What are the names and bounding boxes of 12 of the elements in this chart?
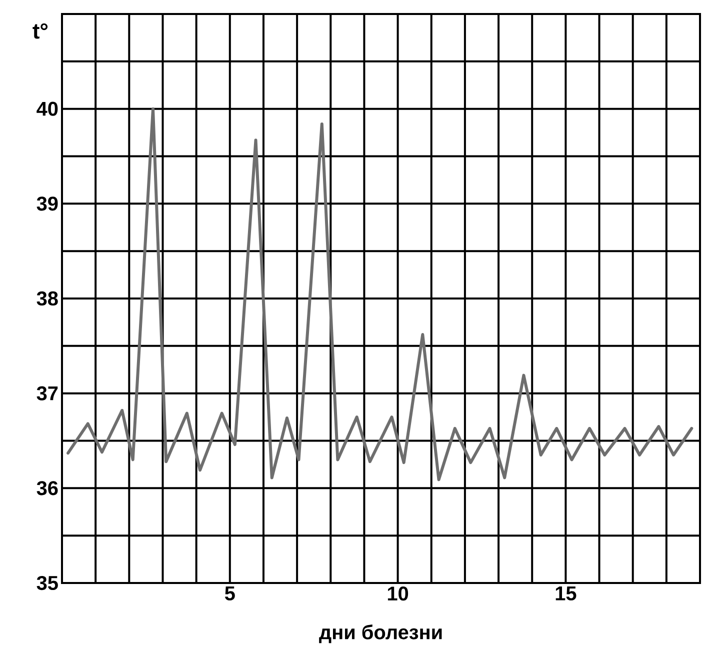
y-tick-label: 37	[36, 386, 58, 400]
y-tick-label: 40	[36, 102, 58, 116]
x-tick-label: 5	[224, 586, 235, 600]
y-tick-label: 35	[36, 576, 58, 590]
x-tick-label: 10	[388, 586, 408, 601]
y-tick-label: 38	[36, 291, 58, 306]
y-tick-label: 36	[36, 481, 58, 496]
x-tick-label: 15	[556, 586, 576, 600]
x-axis-title: дни болезни	[319, 624, 442, 644]
y-axis-title: t°	[32, 23, 48, 39]
y-tick-label: 39	[36, 196, 58, 211]
line-series	[66, 107, 694, 482]
